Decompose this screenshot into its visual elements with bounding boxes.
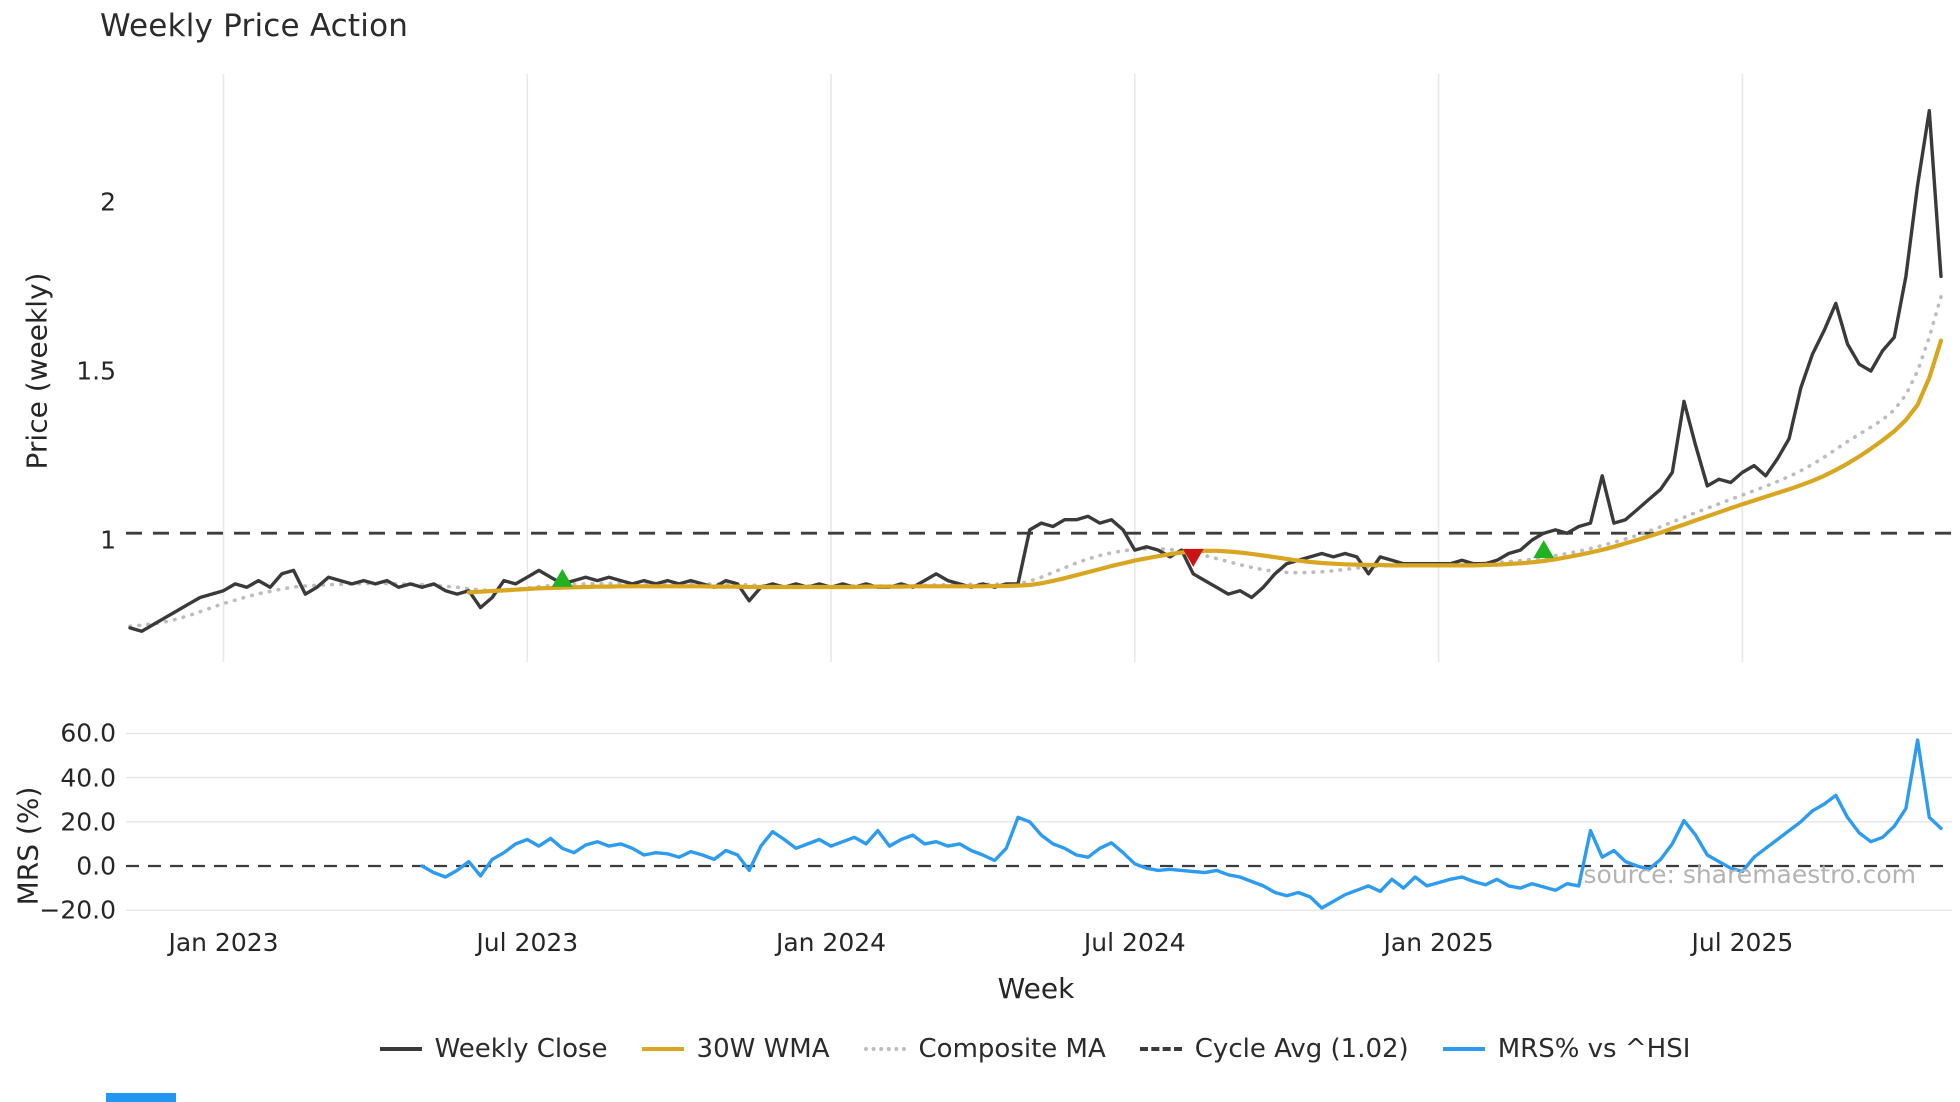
mrs-swatch-icon (1442, 1047, 1485, 1051)
x-tick-label: Jul 2023 (476, 928, 579, 957)
x-tick-label: Jan 2024 (775, 928, 887, 957)
bottom-blue-strip (106, 1093, 176, 1102)
legend-item-mrs: MRS% vs ^HSI (1442, 1034, 1691, 1064)
series-composite-ma (128, 294, 1943, 629)
legend-item-30w-wma: 30W WMA (641, 1034, 830, 1064)
wma-swatch-icon (641, 1047, 684, 1051)
legend-label: Cycle Avg (1.02) (1194, 1034, 1409, 1064)
x-tick-label: Jul 2025 (1691, 928, 1794, 957)
buy-signal-marker (551, 568, 573, 587)
mrs-ytick-label: 40.0 (60, 763, 116, 793)
x-tick-label: Jan 2023 (168, 928, 279, 957)
mrs-ytick-label: 20.0 (60, 807, 116, 837)
series-30w-wma (466, 338, 1944, 595)
mrs-ytick-label: −20.0 (39, 895, 116, 925)
x-axis-label: Week (997, 972, 1075, 1005)
price-ytick-label: 2 (100, 187, 116, 217)
mrs-axis-label: MRS (%) (11, 786, 45, 906)
legend-item-weekly-close: Weekly Close (379, 1034, 608, 1064)
legend-item-composite-ma: Composite MA (863, 1034, 1106, 1064)
chart-legend: Weekly Close 30W WMA Composite MA Cycle … (130, 1034, 1940, 1064)
buy-signal-marker (1533, 540, 1555, 559)
cycle-avg-swatch-icon (1139, 1047, 1182, 1051)
sell-signal-marker (1182, 548, 1204, 567)
chart-title: Weekly Price Action (100, 8, 409, 44)
x-tick-label: Jan 2025 (1383, 928, 1494, 957)
legend-label: 30W WMA (696, 1034, 830, 1064)
weekly-close-swatch-icon (379, 1047, 422, 1051)
price-ytick-label: 1.5 (76, 356, 116, 386)
series-mrs-vs-hsi (420, 738, 1943, 910)
mrs-ytick-label: 60.0 (60, 718, 116, 748)
composite-ma-swatch-icon (863, 1047, 906, 1051)
legend-label: MRS% vs ^HSI (1497, 1034, 1691, 1064)
series-weekly-close (128, 108, 1943, 633)
price-ytick-label: 1 (100, 525, 116, 555)
source-watermark: source: sharemaestro.com (1583, 860, 1917, 889)
legend-item-cycle-avg: Cycle Avg (1.02) (1139, 1034, 1409, 1064)
mrs-ytick-label: 0.0 (76, 851, 116, 881)
legend-label: Weekly Close (434, 1034, 608, 1064)
x-tick-label: Jul 2024 (1083, 928, 1186, 957)
legend-label: Composite MA (918, 1034, 1106, 1064)
